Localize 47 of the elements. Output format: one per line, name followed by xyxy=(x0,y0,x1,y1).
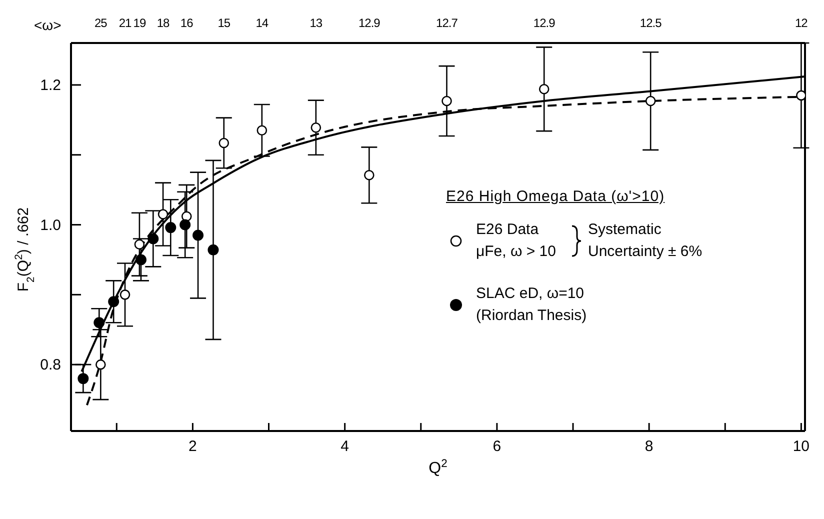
text: 18 xyxy=(156,16,170,30)
text: 13 xyxy=(310,16,322,30)
text: 12.9 xyxy=(533,16,555,30)
text: 16 xyxy=(180,16,193,30)
y-tick-label: 1.0 xyxy=(40,216,61,234)
point xyxy=(256,125,268,136)
point xyxy=(120,290,130,300)
point xyxy=(134,239,145,250)
text: 14 xyxy=(256,16,268,30)
text: 15 xyxy=(218,16,230,30)
x-axis-title: Q$^{2}$ xyxy=(428,458,448,477)
x-tick-label: 6 xyxy=(492,438,502,455)
point xyxy=(180,219,191,230)
annotation: Systematic Uncertainty ± 6% xyxy=(588,220,704,262)
legend-label: SLAC eD, ω=10 (Riordan Thesis) xyxy=(476,284,587,326)
point xyxy=(218,138,230,148)
point xyxy=(148,233,159,244)
text: 25 xyxy=(94,16,107,30)
point xyxy=(96,359,106,370)
point xyxy=(310,122,322,133)
x-tick-label: 4 xyxy=(340,438,349,455)
point xyxy=(364,170,374,180)
point xyxy=(78,373,89,384)
point xyxy=(208,244,219,256)
x-tick-label: 8 xyxy=(644,438,654,455)
text: 19 xyxy=(133,16,146,30)
point xyxy=(538,84,550,94)
point xyxy=(192,230,204,241)
point xyxy=(94,317,105,328)
point xyxy=(165,222,176,234)
text: <ω> xyxy=(34,17,62,33)
point xyxy=(158,209,168,220)
point xyxy=(645,96,656,106)
y-tick-label: 1.2 xyxy=(40,76,61,94)
text: 12.5 xyxy=(640,16,662,30)
text: 12.7 xyxy=(436,16,458,30)
legend-title: E26 High Omega Data (ω'>10) xyxy=(446,188,666,205)
text: 12 xyxy=(795,16,808,30)
text: 21 xyxy=(118,16,132,30)
x-tick-label: 2 xyxy=(188,438,197,455)
text: 12.9 xyxy=(358,16,380,30)
point xyxy=(135,254,146,266)
point xyxy=(442,96,452,106)
x-tick-label: 10 xyxy=(792,438,810,455)
legend-label: E26 Data μFe, ω > 10 xyxy=(476,220,556,262)
y-tick-label: 0.8 xyxy=(40,356,61,374)
point xyxy=(108,296,120,308)
